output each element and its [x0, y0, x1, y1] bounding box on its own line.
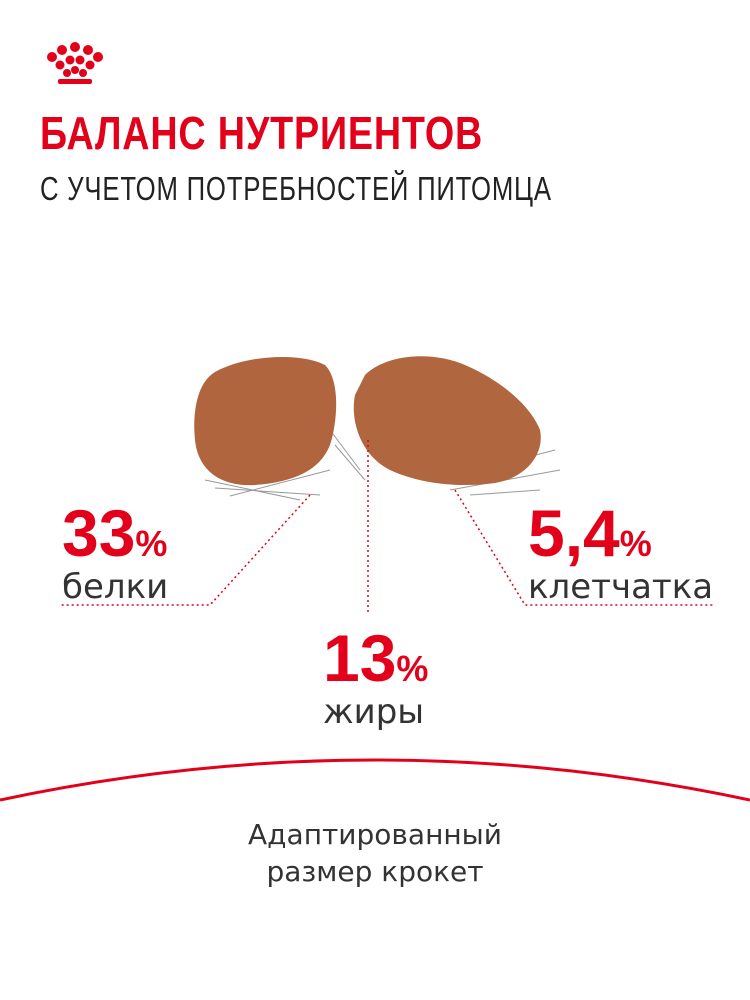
- nutrient-label: белки: [62, 567, 169, 607]
- subtitle: С УЧЕТОМ ПОТРЕБНОСТЕЙ ПИТОМЦА: [40, 170, 552, 207]
- nutrient-label: жиры: [323, 692, 425, 732]
- crown-logo: [47, 42, 103, 84]
- nutrient-value: 13%: [323, 625, 428, 691]
- nutrient-value: 5,4%: [528, 500, 713, 566]
- nutrient-fat: 13% жиры: [323, 625, 428, 729]
- footer-line: Адаптированный: [248, 818, 502, 851]
- value: 5,4: [528, 496, 620, 570]
- nutrient-value: 33%: [62, 500, 168, 566]
- bottom-arc: [0, 758, 750, 802]
- unit: %: [396, 648, 429, 689]
- kibble-right: [353, 356, 541, 486]
- value: 33: [62, 496, 136, 570]
- unit: %: [135, 523, 168, 564]
- nutrient-fiber: 5,4% клетчатка: [528, 500, 713, 604]
- value: 13: [323, 621, 397, 695]
- nutrient-label: клетчатка: [528, 567, 714, 607]
- unit: %: [619, 523, 652, 564]
- footer-line: размер крокет: [266, 855, 484, 888]
- title: БАЛАНС НУТРИЕНТОВ: [40, 107, 484, 159]
- leader-lines: [60, 440, 715, 615]
- nutrient-protein: 33% белки: [62, 500, 168, 604]
- kibble-left: [194, 356, 337, 486]
